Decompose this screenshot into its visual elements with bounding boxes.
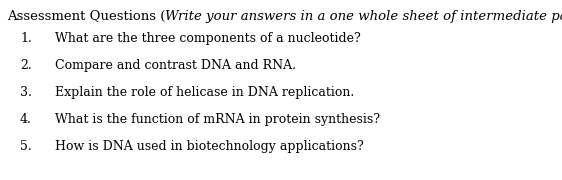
Text: 2.: 2. xyxy=(20,59,32,72)
Text: 5.: 5. xyxy=(20,140,32,153)
Text: 3.: 3. xyxy=(20,86,32,99)
Text: Assessment Questions (: Assessment Questions ( xyxy=(7,10,165,23)
Text: How is DNA used in biotechnology applications?: How is DNA used in biotechnology applica… xyxy=(55,140,364,153)
Text: 4.: 4. xyxy=(20,113,32,126)
Text: 1.: 1. xyxy=(20,32,32,45)
Text: Write your answers in a one whole sheet of intermediate paper.): Write your answers in a one whole sheet … xyxy=(165,10,562,23)
Text: Compare and contrast DNA and RNA.: Compare and contrast DNA and RNA. xyxy=(55,59,296,72)
Text: Explain the role of helicase in DNA replication.: Explain the role of helicase in DNA repl… xyxy=(55,86,354,99)
Text: What is the function of mRNA in protein synthesis?: What is the function of mRNA in protein … xyxy=(55,113,380,126)
Text: What are the three components of a nucleotide?: What are the three components of a nucle… xyxy=(55,32,361,45)
